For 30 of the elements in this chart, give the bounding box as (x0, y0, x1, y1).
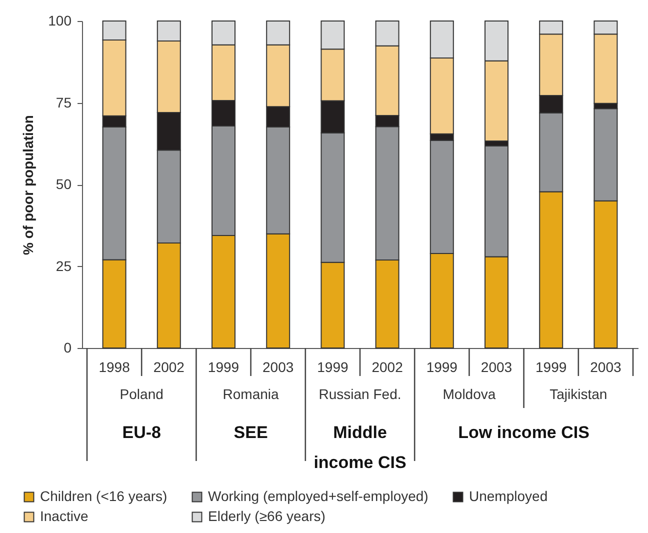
y-tick-label: 50 (56, 176, 72, 192)
legend-label: Inactive (40, 508, 88, 524)
y-tick-label: 75 (56, 94, 72, 110)
text: EU-8 (122, 423, 161, 442)
text: Low income CIS (458, 423, 590, 442)
text: Tajikistan (550, 386, 608, 402)
x-tick-label: 2002 (153, 359, 185, 375)
text: Russian Fed. (318, 386, 402, 402)
x-tick-label: 1999 (536, 359, 567, 375)
text: Poland (120, 386, 164, 402)
y-tick-label: 25 (56, 258, 72, 274)
text: Romania (222, 386, 280, 402)
legend-label: Unemployed (469, 488, 548, 504)
x-tick-label: 1998 (98, 359, 130, 375)
legend-label: Children (<16 years) (40, 488, 168, 504)
x-tick-label: 1999 (426, 359, 458, 375)
y-tick-label: 100 (48, 12, 72, 28)
x-tick-label: 2002 (372, 359, 404, 375)
y-axis-title: % of poor population (20, 115, 36, 255)
legend-label: Working (employed+self-employed) (208, 488, 428, 504)
text: Moldova (442, 386, 496, 402)
x-tick-label: 2003 (480, 359, 512, 375)
x-tick-label: 2003 (590, 359, 622, 375)
x-tick-label: 2003 (262, 359, 294, 375)
x-tick-label: 1999 (208, 359, 240, 375)
x-tick-label: 1999 (317, 359, 348, 375)
y-tick-label: 0 (64, 340, 72, 356)
text: Middle income CIS (314, 423, 406, 472)
legend-label: Elderly (≥66 years) (208, 508, 326, 524)
text: SEE (234, 423, 268, 442)
